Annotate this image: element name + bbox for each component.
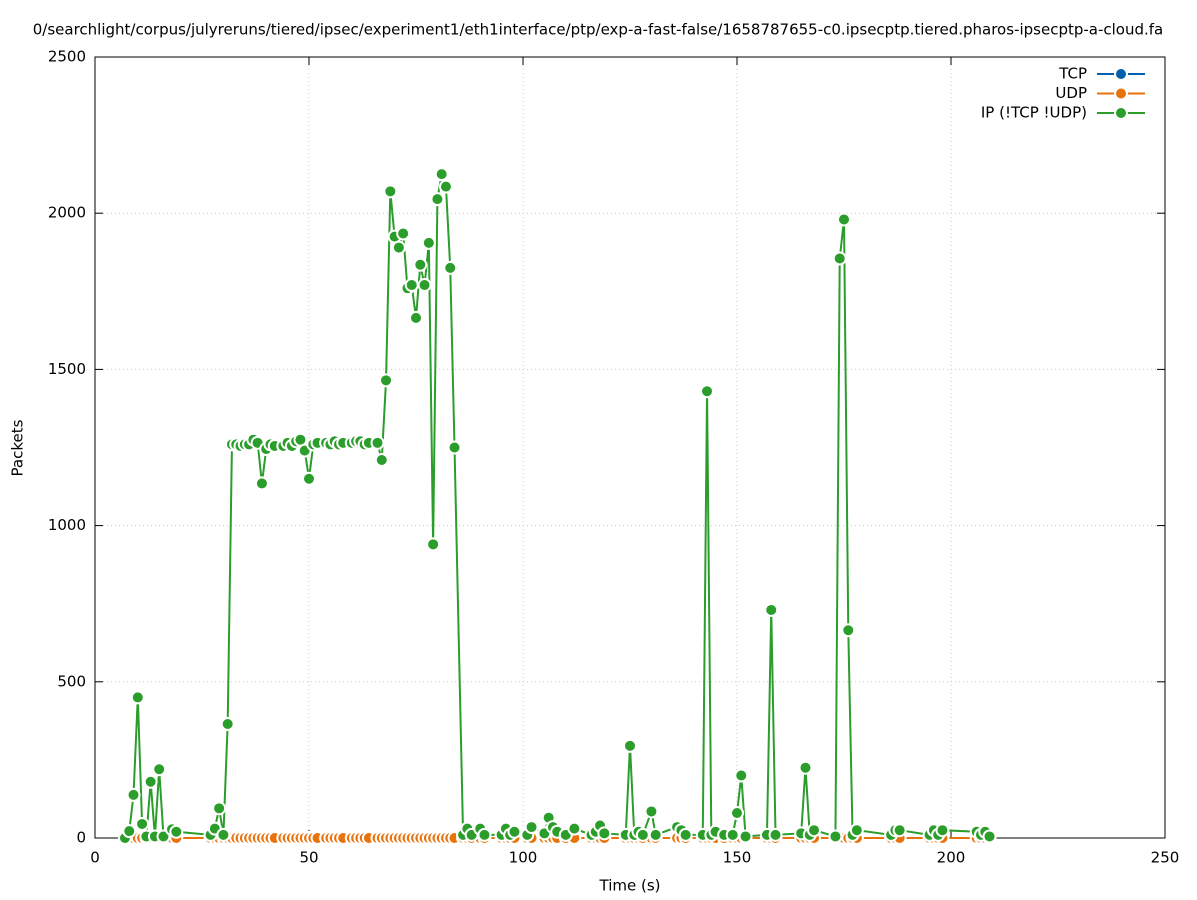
data-point	[434, 167, 449, 182]
legend-marker	[1114, 67, 1128, 81]
data-point	[477, 827, 492, 842]
data-point	[832, 251, 847, 266]
data-point	[849, 823, 864, 838]
legend-label: IP (!TCP !UDP)	[981, 104, 1087, 122]
data-point	[220, 716, 235, 731]
y-tick-label: 1000	[48, 516, 86, 534]
data-point	[254, 476, 269, 491]
y-axis-label: Packets	[9, 419, 27, 476]
data-point	[135, 816, 150, 831]
y-tick-label: 1500	[48, 360, 86, 378]
data-point	[409, 310, 423, 325]
legend-label: UDP	[1055, 84, 1087, 102]
data-point	[734, 768, 749, 783]
data-point	[700, 384, 715, 399]
x-tick-label: 250	[1151, 849, 1180, 867]
legend-marker	[1114, 86, 1128, 101]
data-point	[635, 827, 650, 842]
data-point	[383, 184, 398, 199]
series-line	[124, 173, 991, 839]
data-point	[374, 452, 389, 467]
data-point	[841, 623, 856, 638]
legend-label: TCP	[1058, 65, 1087, 83]
data-point	[982, 829, 997, 844]
data-point	[935, 823, 950, 838]
data-point	[507, 824, 522, 839]
legend-marker	[1114, 106, 1128, 120]
y-tick-label: 2500	[48, 48, 86, 66]
y-tick-label: 2000	[48, 204, 86, 222]
data-point	[807, 823, 822, 838]
x-axis-label: Time (s)	[599, 877, 661, 895]
y-tick-label: 0	[76, 829, 86, 847]
data-point	[216, 827, 231, 842]
data-point	[130, 690, 145, 705]
data-point	[421, 235, 436, 250]
x-tick-label: 200	[937, 849, 966, 867]
data-point	[764, 602, 779, 617]
data-point	[892, 823, 907, 838]
data-point	[768, 827, 783, 842]
data-point	[828, 829, 843, 844]
data-point	[426, 537, 441, 552]
y-tick-label: 500	[57, 672, 86, 690]
data-point	[302, 471, 316, 486]
data-point	[379, 373, 394, 388]
data-point	[644, 804, 659, 819]
data-point	[443, 260, 458, 275]
data-point	[413, 257, 428, 272]
data-point	[404, 278, 419, 293]
data-point	[396, 226, 411, 241]
data-point	[623, 738, 637, 753]
data-point	[567, 821, 582, 836]
data-point	[417, 278, 432, 293]
x-tick-label: 100	[509, 849, 538, 867]
data-point	[678, 827, 693, 842]
data-point	[126, 787, 141, 802]
data-point	[837, 212, 851, 227]
data-point	[152, 762, 167, 777]
x-tick-label: 150	[723, 849, 752, 867]
data-point	[391, 240, 406, 255]
data-point	[169, 824, 184, 839]
x-tick-label: 50	[299, 849, 318, 867]
data-point	[438, 179, 453, 194]
data-point	[524, 820, 539, 835]
data-point	[447, 440, 462, 455]
x-tick-label: 0	[90, 849, 100, 867]
data-point	[212, 801, 227, 816]
data-point	[430, 192, 445, 207]
data-point	[798, 760, 813, 775]
chart-title: 0/searchlight/corpus/julyreruns/tiered/i…	[33, 21, 1164, 39]
data-point	[725, 827, 740, 842]
data-point	[370, 435, 385, 450]
data-point	[122, 824, 137, 839]
data-point	[648, 827, 663, 842]
data-point	[738, 829, 753, 844]
data-point	[143, 774, 158, 789]
data-point	[730, 806, 744, 821]
data-point	[597, 826, 612, 841]
